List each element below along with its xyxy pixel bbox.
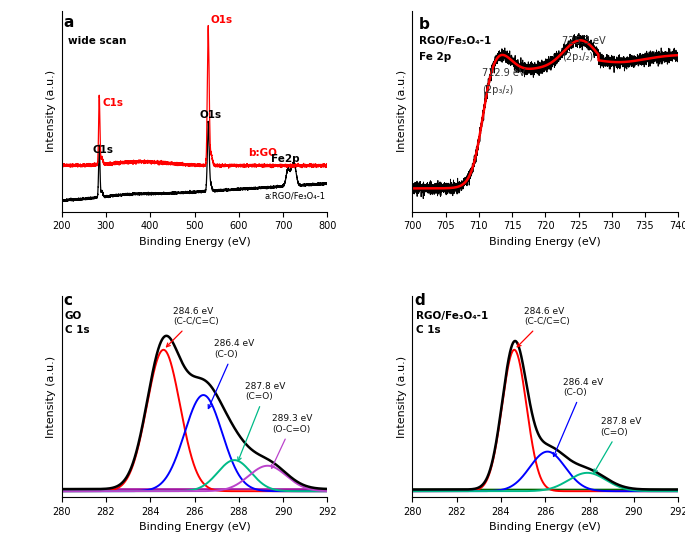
Text: O1s: O1s: [199, 110, 221, 121]
Text: 725.3 eV: 725.3 eV: [562, 35, 606, 45]
Text: 284.6 eV
(C-C/C=C): 284.6 eV (C-C/C=C): [517, 307, 570, 347]
Text: Fe2p: Fe2p: [271, 154, 299, 164]
Text: 286.4 eV
(C-O): 286.4 eV (C-O): [208, 340, 255, 408]
Text: (2p₁/₂): (2p₁/₂): [562, 52, 593, 62]
Y-axis label: Intensity (a.u.): Intensity (a.u.): [46, 70, 56, 152]
Y-axis label: Intensity (a.u.): Intensity (a.u.): [397, 355, 407, 437]
Text: O1s: O1s: [211, 15, 233, 25]
Text: GO: GO: [65, 311, 82, 321]
Text: RGO/Fe₃O₄-1: RGO/Fe₃O₄-1: [419, 35, 491, 45]
Text: RGO/Fe₃O₄-1: RGO/Fe₃O₄-1: [416, 311, 488, 321]
Text: b:GO: b:GO: [248, 148, 277, 158]
X-axis label: Binding Energy (eV): Binding Energy (eV): [489, 237, 601, 247]
Y-axis label: Intensity (a.u.): Intensity (a.u.): [46, 355, 56, 437]
Text: a:RGO/Fe₃O₄-1: a:RGO/Fe₃O₄-1: [264, 192, 325, 201]
Text: Fe 2p: Fe 2p: [419, 52, 451, 62]
Text: 286.4 eV
(C-O): 286.4 eV (C-O): [553, 378, 603, 456]
Y-axis label: Intensity (a.u.): Intensity (a.u.): [397, 70, 407, 152]
Text: C1s: C1s: [102, 98, 123, 108]
Text: 284.6 eV
(C-C/C=C): 284.6 eV (C-C/C=C): [166, 307, 219, 347]
Text: C 1s: C 1s: [416, 325, 440, 335]
Text: C1s: C1s: [92, 145, 114, 155]
X-axis label: Binding Energy (eV): Binding Energy (eV): [138, 522, 251, 532]
Text: 712.9 eV: 712.9 eV: [482, 68, 525, 78]
X-axis label: Binding Energy (eV): Binding Energy (eV): [489, 522, 601, 532]
Text: d: d: [414, 293, 425, 307]
Text: 287.8 eV
(C=O): 287.8 eV (C=O): [238, 382, 286, 461]
Text: 287.8 eV
(C=O): 287.8 eV (C=O): [594, 417, 641, 473]
Text: c: c: [64, 293, 73, 307]
Text: b: b: [419, 17, 430, 32]
Text: 289.3 eV
(O-C=O): 289.3 eV (O-C=O): [271, 414, 312, 468]
Text: wide scan: wide scan: [68, 36, 127, 46]
X-axis label: Binding Energy (eV): Binding Energy (eV): [138, 237, 251, 247]
Text: a: a: [63, 15, 73, 31]
Text: (2p₃/₂): (2p₃/₂): [482, 85, 514, 94]
Text: C 1s: C 1s: [65, 325, 90, 335]
